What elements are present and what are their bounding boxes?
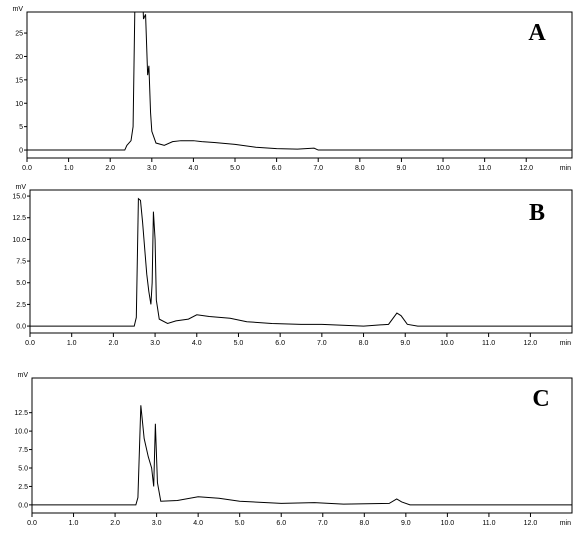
y-tick-label: 10 <box>15 101 23 108</box>
panel-letter: B <box>529 200 545 226</box>
y-tick-label: 2.5 <box>16 302 26 309</box>
x-tick-label: 3.0 <box>147 165 157 172</box>
chart-panel: 0.0 1.0 2.0 3.0 4.0 5.0 6.0 7.0 8.0 9.0 10.0 11.0 12… <box>13 6 573 172</box>
x-axis-label: min <box>560 165 571 172</box>
x-tick-label: 4.0 <box>189 165 199 172</box>
panel-letter: A <box>528 20 546 46</box>
x-tick-label: 8.0 <box>359 520 369 527</box>
x-tick-label: 2.0 <box>109 340 119 347</box>
x-tick-label: 9.0 <box>400 340 410 347</box>
y-axis-label: mV <box>16 184 27 191</box>
x-tick-label: 4.0 <box>193 520 203 527</box>
x-tick-label: 10.0 <box>440 340 454 347</box>
y-tick-label: 10.0 <box>14 429 28 436</box>
x-tick-label: 0.0 <box>22 165 32 172</box>
x-tick-label: 12.0 <box>523 340 537 347</box>
y-tick-label: 7.5 <box>16 259 26 266</box>
x-tick-label: 12.0 <box>524 520 538 527</box>
x-tick-label: 8.0 <box>355 165 365 172</box>
x-tick-label: 5.0 <box>234 340 244 347</box>
x-tick-label: 3.0 <box>150 340 160 347</box>
x-tick-label: 10.0 <box>441 520 455 527</box>
y-tick-label: 7.5 <box>18 447 28 454</box>
x-tick-label: 2.0 <box>110 520 120 527</box>
y-tick-label: 2.5 <box>18 484 28 491</box>
x-axis-label: min <box>560 520 571 527</box>
y-tick-label: 5.0 <box>18 466 28 473</box>
x-tick-label: 6.0 <box>272 165 282 172</box>
y-tick-label: 5.0 <box>16 280 26 287</box>
x-tick-label: 2.0 <box>105 165 115 172</box>
x-tick-label: 7.0 <box>317 340 327 347</box>
y-tick-label: 0.0 <box>18 502 28 509</box>
y-tick-label: 5 <box>19 124 23 131</box>
x-tick-label: 7.0 <box>313 165 323 172</box>
x-tick-label: 3.0 <box>152 520 162 527</box>
x-tick-label: 4.0 <box>192 340 202 347</box>
chart-panel: 0.0 1.0 2.0 3.0 4.0 5.0 6.0 7.0 8.0 9.0 10.0 11.0 12… <box>14 372 573 527</box>
x-tick-label: 9.0 <box>401 520 411 527</box>
panel-letter: C <box>532 386 549 412</box>
y-tick-label: 0.0 <box>16 324 26 331</box>
x-tick-label: 11.0 <box>478 165 491 172</box>
plot-frame <box>26 11 573 159</box>
y-tick-label: 15 <box>15 77 23 84</box>
x-tick-label: 5.0 <box>235 520 245 527</box>
plot-frame <box>29 189 573 334</box>
x-tick-label: 11.0 <box>482 340 495 347</box>
x-tick-label: 0.0 <box>27 520 37 527</box>
x-tick-label: 9.0 <box>397 165 407 172</box>
x-tick-label: 1.0 <box>64 165 74 172</box>
y-tick-label: 15.0 <box>12 194 26 201</box>
y-axis-label: mV <box>18 372 29 379</box>
x-tick-label: 10.0 <box>436 165 450 172</box>
y-tick-label: 0 <box>19 148 23 155</box>
x-tick-label: 8.0 <box>359 340 369 347</box>
chromatogram-trace <box>32 405 572 506</box>
y-tick-label: 10.0 <box>12 237 26 244</box>
y-axis-label: mV <box>13 6 24 13</box>
x-tick-label: 1.0 <box>67 340 77 347</box>
y-tick-label: 25 <box>15 31 23 38</box>
x-tick-label: 0.0 <box>25 340 35 347</box>
y-tick-label: 20 <box>15 54 23 61</box>
chart-panel: 0.0 1.0 2.0 3.0 4.0 5.0 6.0 7.0 8.0 9.0 10.0 11.0 12… <box>12 184 573 347</box>
y-tick-label: 12.5 <box>14 410 28 417</box>
x-tick-label: 11.0 <box>482 520 495 527</box>
plot-frame <box>31 377 573 514</box>
chromatogram-trace <box>27 12 572 151</box>
x-tick-label: 7.0 <box>318 520 328 527</box>
x-tick-label: 6.0 <box>276 520 286 527</box>
y-tick-label: 12.5 <box>12 215 26 222</box>
x-tick-label: 6.0 <box>275 340 285 347</box>
x-tick-label: 12.0 <box>519 165 533 172</box>
x-axis-label: min <box>560 340 571 347</box>
chromatogram-trace <box>30 197 572 327</box>
x-tick-label: 5.0 <box>230 165 240 172</box>
x-tick-label: 1.0 <box>69 520 79 527</box>
